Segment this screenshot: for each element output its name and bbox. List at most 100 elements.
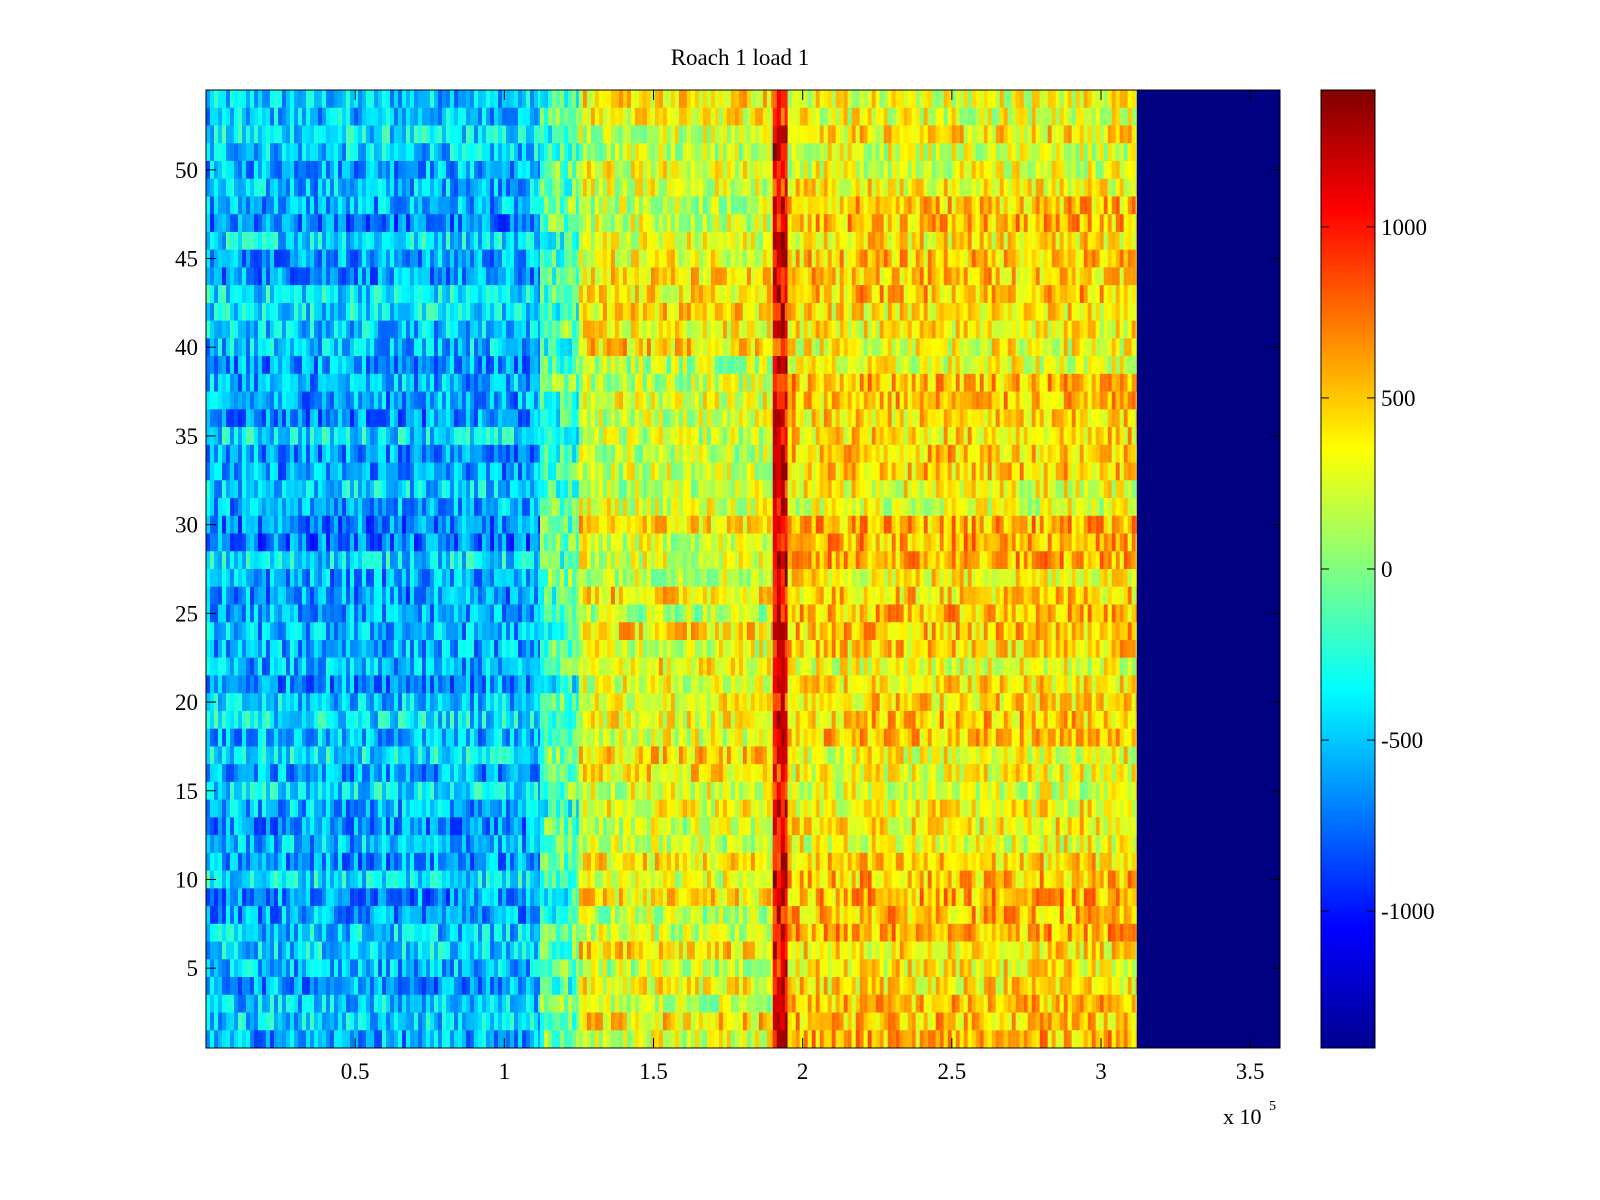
heatmap-cell [402,320,406,339]
heatmap-cell [382,569,386,588]
heatmap-cell [498,444,502,463]
heatmap-cell [366,870,370,889]
heatmap-cell [510,764,514,783]
heatmap-cell [250,498,254,517]
heatmap-cell [474,657,478,676]
heatmap-cell [498,622,502,641]
heatmap-cell [354,515,358,534]
heatmap-cell [310,338,314,357]
heatmap-cell [506,107,510,126]
heatmap-cell [350,639,354,658]
heatmap-cell [538,675,541,694]
heatmap-cell [354,746,358,765]
heatmap-cell [218,391,222,410]
heatmap-cell [526,285,530,304]
heatmap-cell [358,906,362,925]
heatmap-cell [330,959,334,978]
heatmap-cell [338,906,342,925]
heatmap-cell [370,125,374,144]
heatmap-cell [514,977,518,996]
heatmap-cell [250,906,254,925]
heatmap-cell [402,196,406,215]
heatmap-cell [382,994,386,1013]
heatmap-cell [530,906,534,925]
heatmap-cell [366,675,370,694]
heatmap-cell [556,799,561,818]
heatmap-cell [326,835,330,854]
heatmap-cell [278,444,282,463]
heatmap-cell [446,604,450,623]
heatmap-cell [402,444,406,463]
heatmap-cell [238,817,242,836]
heatmap-cell [290,1012,294,1031]
heatmap-cell [534,870,538,889]
heatmap-cell [518,906,522,925]
heatmap-cell [474,356,478,375]
heatmap-cell [274,178,278,197]
heatmap-cell [322,480,326,499]
heatmap-cell [494,639,498,658]
heatmap-cell [494,267,498,286]
heatmap-cell [270,515,274,534]
heatmap-cell [370,338,374,357]
heatmap-cell [560,533,565,552]
heatmap-cell [406,373,410,392]
heatmap-cell [282,533,286,552]
heatmap-cell [282,817,286,836]
heatmap-cell [498,1030,502,1049]
heatmap-cell [210,746,214,765]
heatmap-cell [342,764,346,783]
heatmap-cell [470,923,474,942]
heatmap-cell [266,1030,270,1049]
heatmap-cell [246,480,250,499]
heatmap-cell [474,852,478,871]
heatmap-cell [438,196,442,215]
heatmap-cell [538,356,541,375]
heatmap-cell [338,994,342,1013]
heatmap-cell [406,90,410,109]
heatmap-cell [378,817,382,836]
heatmap-cell [294,196,298,215]
heatmap-cell [398,622,402,641]
heatmap-cell [254,639,258,658]
heatmap-cell [522,231,526,250]
heatmap-cell [298,178,302,197]
heatmap-cell [218,746,222,765]
heatmap-cell [346,657,350,676]
heatmap-cell [442,977,446,996]
heatmap-cell [502,480,506,499]
heatmap-cell [294,1030,298,1049]
heatmap-cell [254,693,258,712]
heatmap-cell [210,214,214,233]
heatmap-cell [502,214,506,233]
heatmap-cell [354,710,358,729]
heatmap-cell [226,373,230,392]
heatmap-cell [358,835,362,854]
heatmap-cell [576,569,579,588]
heatmap-cell [398,302,402,321]
heatmap-cell [572,90,577,109]
heatmap-cell [430,675,434,694]
heatmap-cell [234,977,238,996]
heatmap-cell [486,1012,490,1031]
heatmap-cell [234,214,238,233]
heatmap-cell [552,675,557,694]
heatmap-cell [422,799,426,818]
heatmap-cell [530,1030,534,1049]
heatmap-cell [274,675,278,694]
heatmap-cell [354,338,358,357]
heatmap-cell [322,941,326,960]
heatmap-cell [498,373,502,392]
heatmap-cell [502,693,506,712]
heatmap-cell [466,1012,470,1031]
heatmap-cell [576,639,579,658]
heatmap-cell [290,214,294,233]
heatmap-cell [534,639,538,658]
heatmap-cell [350,498,354,517]
heatmap-cell [522,178,526,197]
heatmap-cell [290,675,294,694]
heatmap-cell [544,604,549,623]
heatmap-cell [462,462,466,481]
heatmap-cell [462,799,466,818]
heatmap-cell [402,498,406,517]
